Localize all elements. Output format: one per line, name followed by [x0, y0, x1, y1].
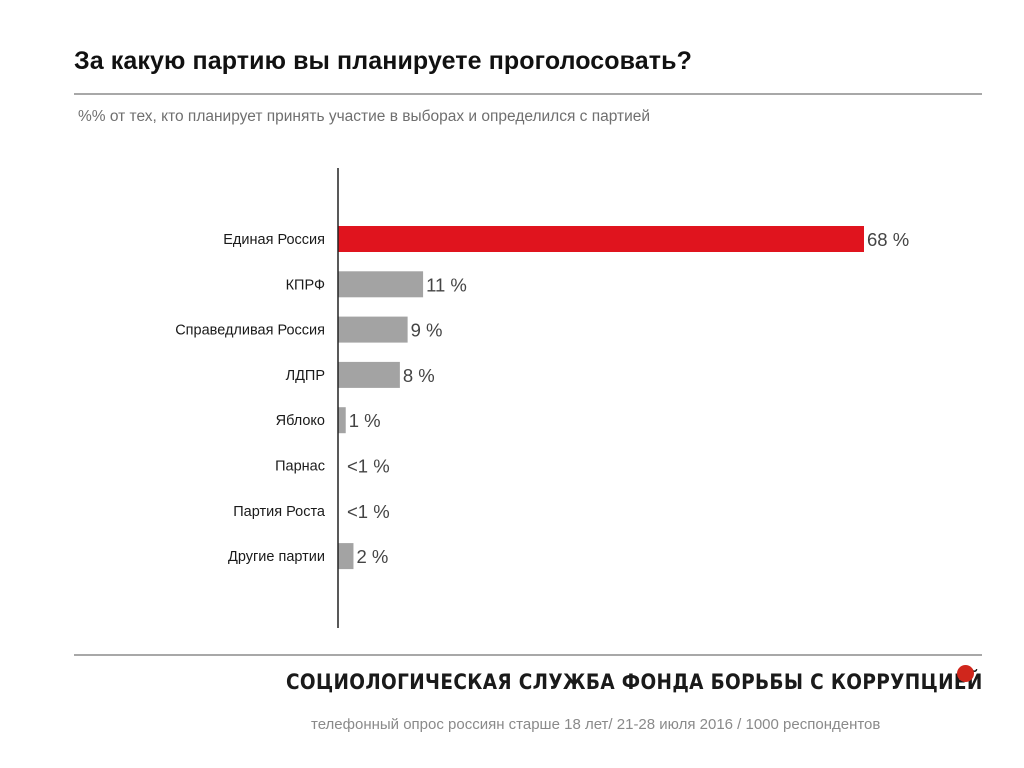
- organization-logo-dot: [957, 665, 974, 682]
- category-label: Другие партии: [228, 549, 325, 565]
- bar-1: [338, 226, 864, 252]
- data-label: 9 %: [411, 320, 443, 341]
- survey-source-note: телефонный опрос россиян старше 18 лет/ …: [311, 716, 881, 733]
- data-label: <1 %: [347, 456, 390, 477]
- bar-8: [338, 543, 354, 570]
- data-label: 1 %: [349, 410, 381, 431]
- bar-3: [338, 316, 408, 343]
- bar-5: [338, 407, 346, 434]
- chart-subtitle: %% от тех, кто планирует принять участие…: [78, 108, 651, 125]
- category-label: Единая Россия: [223, 232, 325, 248]
- bar-4: [338, 361, 400, 388]
- data-label: 2 %: [356, 546, 388, 567]
- data-label: <1 %: [347, 501, 390, 522]
- bar-2: [338, 271, 424, 298]
- category-label: Справедливая Россия: [175, 323, 325, 339]
- data-label: 8 %: [403, 365, 435, 386]
- category-label: Парнас: [275, 459, 325, 475]
- category-label: Яблоко: [276, 413, 325, 429]
- data-label: 11 %: [426, 274, 467, 295]
- chart-title: За какую партию вы планируете проголосов…: [74, 47, 692, 75]
- footer-divider: [74, 654, 982, 656]
- title-divider: [74, 93, 982, 95]
- category-label: ЛДПР: [286, 368, 325, 384]
- category-label: Партия Роста: [233, 504, 326, 520]
- category-label: КПРФ: [286, 277, 325, 293]
- data-label: 68 %: [867, 229, 909, 250]
- organization-name: СОЦИОЛОГИЧЕСКАЯ СЛУЖБА ФОНДА БОРЬБЫ С КО…: [286, 670, 983, 694]
